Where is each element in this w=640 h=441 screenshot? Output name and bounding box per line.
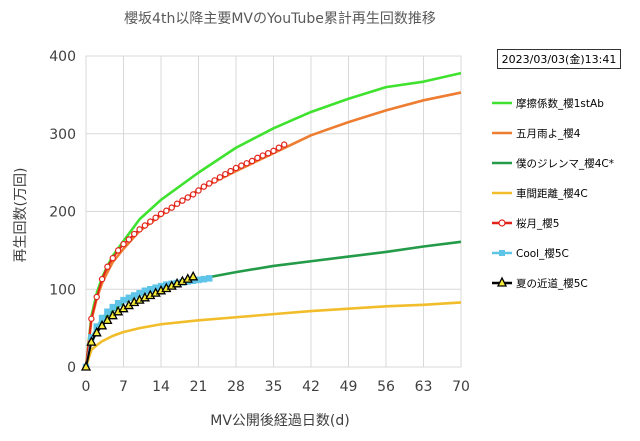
x-tick-label: 70 bbox=[452, 379, 470, 395]
series-marker-4 bbox=[179, 197, 186, 204]
x-tick-label: 7 bbox=[119, 379, 128, 395]
y-tick-label: 0 bbox=[67, 360, 76, 376]
legend-item: Cool_櫻5C bbox=[491, 244, 631, 274]
y-tick-label: 300 bbox=[49, 127, 76, 143]
series-marker-6 bbox=[86, 336, 97, 346]
legend-item: 夏の近道_櫻5C bbox=[491, 274, 631, 304]
series-marker-4 bbox=[189, 191, 197, 198]
series-marker-6 bbox=[91, 326, 102, 337]
legend-swatch bbox=[492, 161, 512, 165]
x-tick-label: 21 bbox=[190, 379, 208, 395]
legend-label: Cool_櫻5C bbox=[516, 248, 569, 260]
x-tick-label: 56 bbox=[377, 379, 395, 395]
legend-swatch bbox=[492, 101, 512, 105]
legend-label: 車間距離_櫻4C bbox=[516, 188, 588, 200]
series-marker-4 bbox=[163, 207, 170, 214]
x-tick-label: 49 bbox=[340, 379, 358, 395]
x-axis-label: MV公開後経過日数(d) bbox=[210, 413, 350, 429]
legend-label: 五月雨よ_櫻4 bbox=[516, 128, 581, 140]
series-marker-4 bbox=[211, 177, 218, 184]
series-marker-4 bbox=[232, 164, 240, 172]
legend-swatch bbox=[492, 191, 512, 195]
series-marker-4 bbox=[275, 144, 283, 151]
x-tick-label: 28 bbox=[227, 379, 245, 395]
series-marker-4 bbox=[157, 210, 165, 218]
y-tick-label: 100 bbox=[49, 282, 76, 298]
series-marker-5 bbox=[205, 275, 213, 282]
legend: 摩擦係数_櫻1stAb 五月雨よ_櫻4 僕のジレンマ_櫻4C* 車間距離_櫻4C 桜月_… bbox=[491, 94, 631, 304]
timestamp-box: 2023/03/03(金)13:41 bbox=[497, 49, 621, 69]
series-marker-6 bbox=[80, 361, 92, 371]
x-tick-label: 14 bbox=[152, 379, 170, 395]
series-marker-4 bbox=[243, 160, 250, 167]
chart-title: 櫻坂4th以降主要MVのYouTube累計再生回数推移 bbox=[124, 11, 436, 27]
legend-item: 摩擦係数_櫻1stAb bbox=[491, 94, 631, 124]
series-marker-4 bbox=[114, 247, 122, 254]
series-marker-4 bbox=[281, 141, 288, 148]
series-marker-4 bbox=[184, 194, 191, 201]
series-marker-4 bbox=[120, 240, 127, 248]
series-marker-6 bbox=[102, 314, 113, 325]
series-marker-4 bbox=[238, 162, 245, 169]
series-marker-4 bbox=[141, 222, 149, 229]
legend-label: 摩擦係数_櫻1stAb bbox=[516, 98, 604, 110]
legend-item: 桜月_櫻5 bbox=[491, 214, 631, 244]
legend-swatch bbox=[492, 276, 512, 287]
series-marker-5 bbox=[104, 308, 111, 316]
series-marker-5 bbox=[114, 299, 122, 307]
series-marker-6 bbox=[188, 270, 199, 281]
series-marker-5 bbox=[120, 296, 127, 304]
series-marker-4 bbox=[259, 152, 266, 159]
series-marker-4 bbox=[195, 187, 202, 194]
series-marker-4 bbox=[98, 275, 106, 283]
series-marker-4 bbox=[93, 293, 100, 301]
series-marker-4 bbox=[88, 315, 95, 322]
series-marker-4 bbox=[152, 214, 159, 221]
x-tick-label: 42 bbox=[302, 379, 320, 395]
series-marker-4 bbox=[227, 167, 234, 175]
series-marker-4 bbox=[264, 149, 272, 157]
series-marker-4 bbox=[168, 204, 175, 211]
x-tick-label: 35 bbox=[265, 379, 283, 395]
series-line-3 bbox=[84, 301, 462, 368]
series-marker-4 bbox=[206, 180, 213, 187]
series-marker-4 bbox=[216, 174, 224, 181]
series-marker-4 bbox=[254, 154, 261, 162]
x-tick-label: 63 bbox=[415, 379, 433, 395]
legend-item: 五月雨よ_櫻4 bbox=[491, 124, 631, 154]
series-marker-5 bbox=[200, 275, 208, 283]
legend-item: 僕のジレンマ_櫻4C* bbox=[491, 154, 631, 184]
series-marker-4 bbox=[131, 230, 138, 238]
series-marker-4 bbox=[173, 200, 181, 207]
series-marker-4 bbox=[270, 147, 277, 155]
legend-swatch bbox=[492, 250, 512, 256]
series-marker-6 bbox=[96, 319, 108, 330]
legend-swatch bbox=[492, 219, 512, 227]
series-marker-4 bbox=[136, 226, 143, 233]
series-marker-4 bbox=[109, 254, 116, 262]
y-tick-label: 400 bbox=[49, 49, 76, 65]
series-marker-5 bbox=[109, 303, 117, 311]
legend-item: 車間距離_櫻4C bbox=[491, 184, 631, 214]
series-marker-4 bbox=[200, 183, 208, 190]
y-tick-label: 200 bbox=[49, 205, 76, 221]
legend-swatch bbox=[492, 131, 512, 135]
series-marker-4 bbox=[248, 157, 256, 165]
series-marker-4 bbox=[147, 218, 154, 225]
legend-label: 桜月_櫻5 bbox=[516, 218, 560, 230]
legend-label: 夏の近道_櫻5C bbox=[516, 278, 588, 290]
legend-label: 僕のジレンマ_櫻4C* bbox=[516, 158, 615, 170]
series-marker-4 bbox=[104, 263, 111, 270]
series-marker-4 bbox=[222, 170, 229, 178]
series-marker-4 bbox=[125, 236, 133, 243]
x-tick-label: 0 bbox=[82, 379, 91, 395]
